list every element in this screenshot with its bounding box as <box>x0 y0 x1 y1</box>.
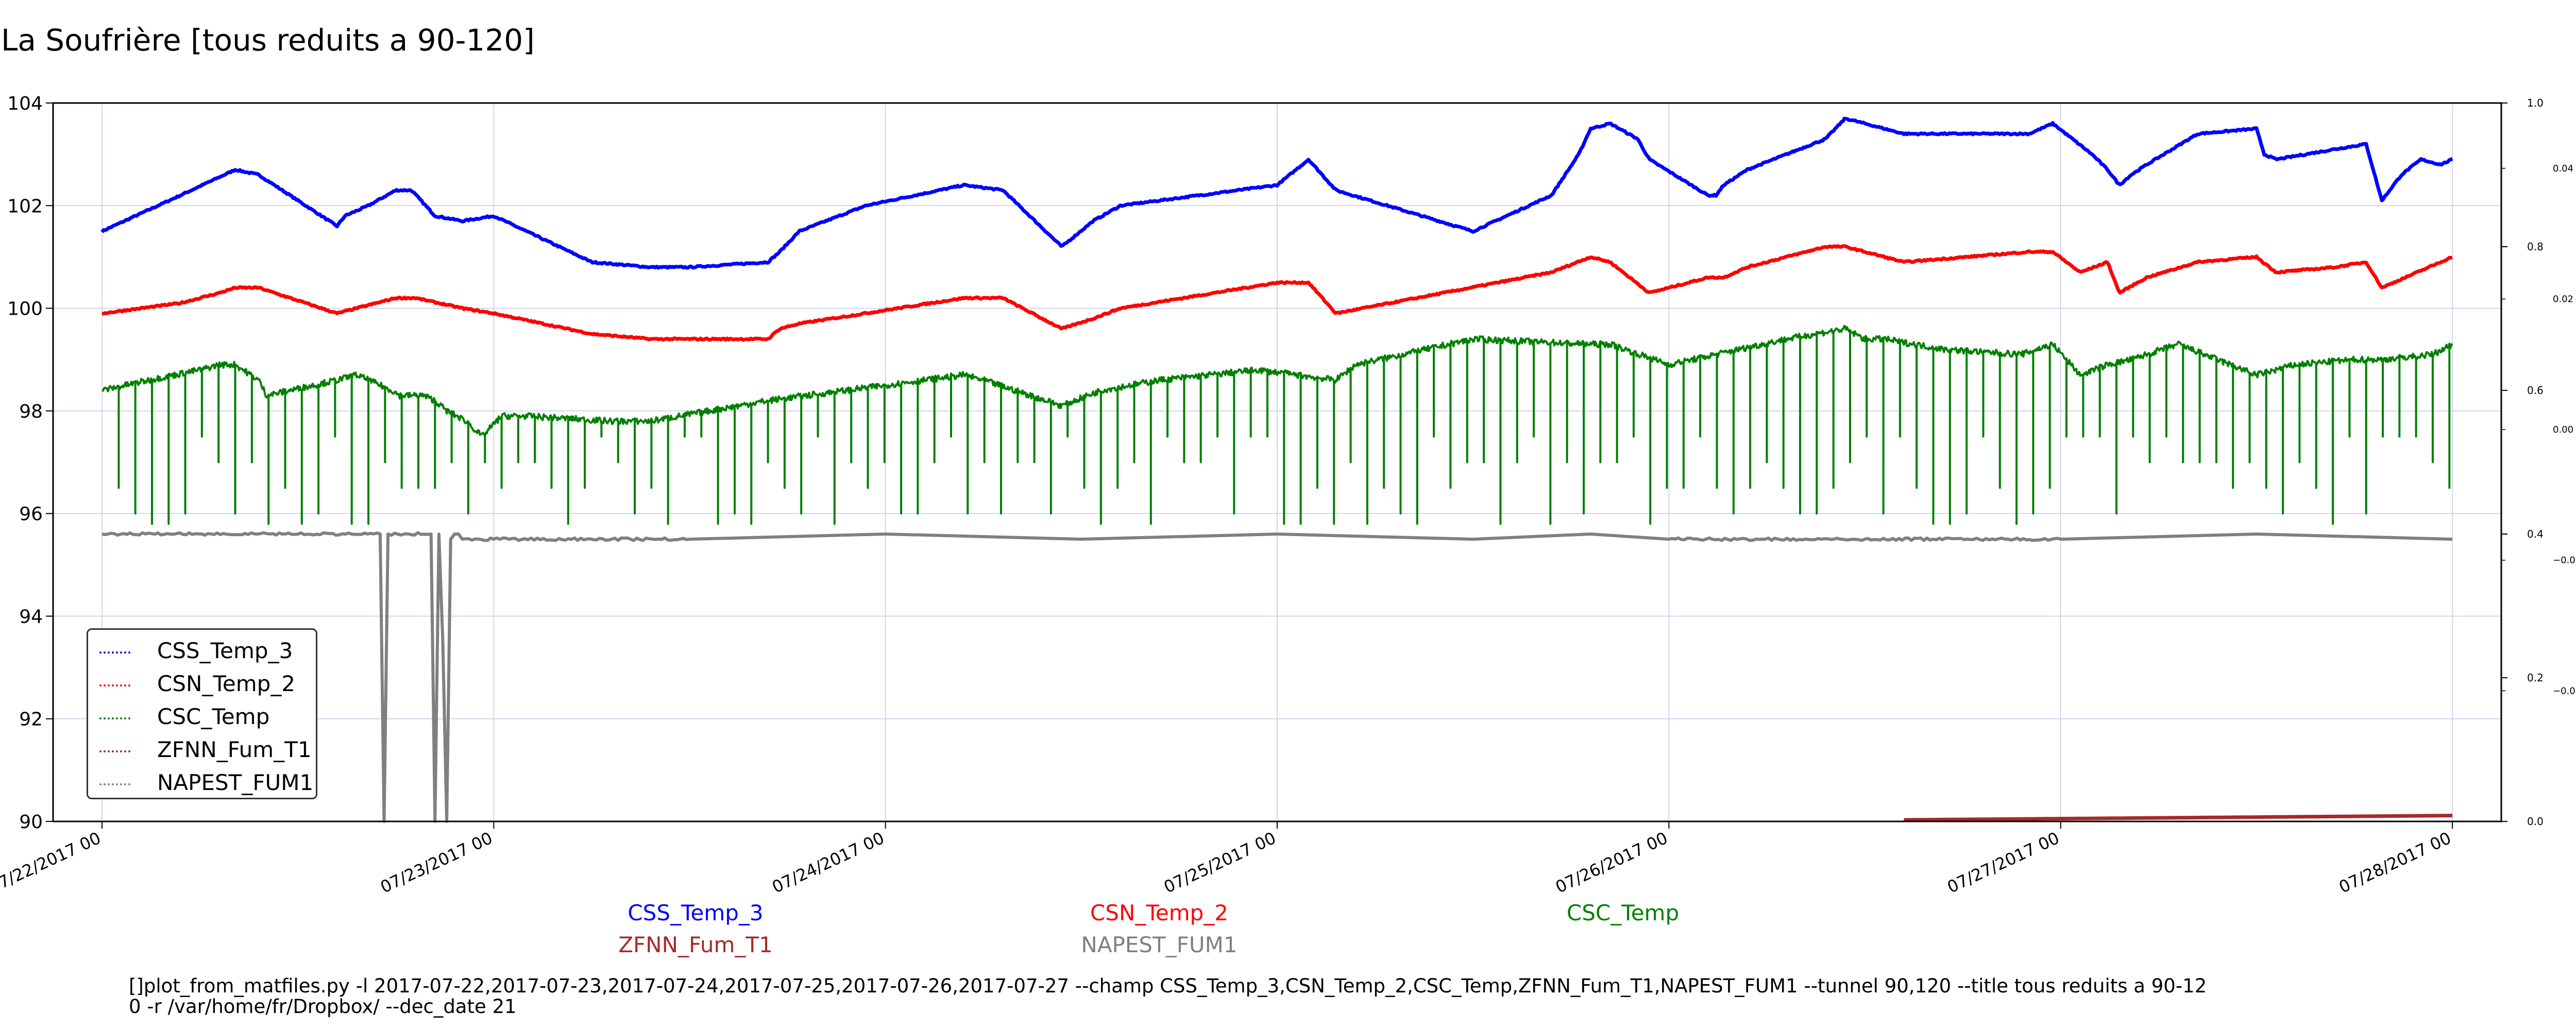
series-line-napest-fum1 <box>101 531 2453 823</box>
command-line-2: 0 -r /var/home/fr/Dropbox/ --dec_date 21 <box>129 995 517 1018</box>
legend-swatch <box>99 684 130 686</box>
x-tick-label: 07/23/2017 00 <box>377 828 495 897</box>
y-tick-label: 94 <box>19 606 43 627</box>
y-tick-label: 102 <box>7 196 43 217</box>
y-tick-label: 98 <box>19 401 43 422</box>
series-label-csn-temp-2: CSN_Temp_2 <box>1090 900 1229 925</box>
y-tick-label: 96 <box>19 504 43 525</box>
right-outer-tick-label: 1.0 <box>2527 97 2544 109</box>
y-tick-label: 92 <box>19 709 43 730</box>
right-inner-tick-label: −0.02 <box>2553 555 2576 566</box>
right-outer-tick-label: 0.0 <box>2527 815 2544 828</box>
legend-swatch <box>99 750 130 752</box>
x-tick-label: 07/27/2017 00 <box>1944 828 2062 897</box>
right-outer-tick-label: 0.8 <box>2527 241 2544 253</box>
series-label-css-temp-3: CSS_Temp_3 <box>628 900 764 925</box>
series-label-zfnn-fum-t1: ZFNN_Fum_T1 <box>618 932 773 957</box>
legend-item-zfnn-fum-t1: ZFNN_Fum_T1 <box>88 735 316 766</box>
legend-item-csc-temp: CSC_Temp <box>88 702 316 733</box>
y-tick-label: 104 <box>7 93 43 114</box>
x-tick-label: 07/24/2017 00 <box>769 828 887 897</box>
series-label-csc-temp: CSC_Temp <box>1566 900 1680 925</box>
command-line-1: []plot_from_matfiles.py -l 2017-07-22,20… <box>129 975 2207 997</box>
right-outer-tick-label: 0.4 <box>2527 528 2544 540</box>
series-line-css-temp-3 <box>100 116 2453 270</box>
right-inner-tick-label: 0.04 <box>2553 163 2573 174</box>
legend: CSS_Temp_3 CSN_Temp_2 CSC_Temp ZFNN_Fum_… <box>87 628 317 799</box>
x-tick-label: 07/28/2017 00 <box>2336 828 2454 897</box>
legend-swatch <box>99 717 130 719</box>
series-line-csc-temp <box>101 325 2453 525</box>
x-tick-label: 07/26/2017 00 <box>1552 828 1670 897</box>
y-tick-label: 90 <box>19 812 43 833</box>
series-label-napest-fum1: NAPEST_FUM1 <box>1081 932 1238 957</box>
series-line-zfnn-fum-t1 <box>1902 814 2454 822</box>
legend-item-css-temp-3: CSS_Temp_3 <box>88 636 316 667</box>
legend-item-napest-fum1: NAPEST_FUM1 <box>88 768 316 799</box>
x-tick-label: 07/22/2017 00 <box>0 828 104 897</box>
right-inner-tick-label: 0.00 <box>2553 424 2573 435</box>
legend-swatch <box>99 651 130 654</box>
right-inner-tick-label: 0.02 <box>2553 294 2573 304</box>
legend-swatch <box>99 783 130 785</box>
y-tick-label: 100 <box>7 299 43 320</box>
legend-item-csn-temp-2: CSN_Temp_2 <box>88 669 316 700</box>
command-line-caption: []plot_from_matfiles.py -l 2017-07-22,20… <box>129 976 2207 1017</box>
x-tick-label: 07/25/2017 00 <box>1161 828 1279 897</box>
right-inner-tick-label: −0.04 <box>2553 685 2576 696</box>
right-outer-tick-label: 0.6 <box>2527 384 2544 397</box>
right-outer-tick-label: 0.2 <box>2527 672 2544 684</box>
chart-title: La Soufrière [tous reduits a 90-120] <box>1 23 535 58</box>
series-line-csn-temp-2 <box>101 244 2453 342</box>
